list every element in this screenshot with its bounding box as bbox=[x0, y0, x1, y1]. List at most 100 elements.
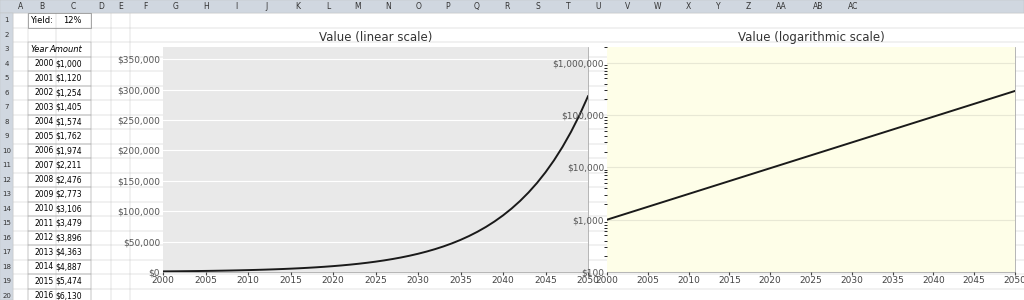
Text: 12%: 12% bbox=[63, 16, 82, 25]
Text: V: V bbox=[626, 2, 631, 11]
Text: $1,574: $1,574 bbox=[55, 117, 82, 126]
Text: $1,000: $1,000 bbox=[55, 59, 82, 68]
Text: 3: 3 bbox=[4, 46, 9, 52]
Text: L: L bbox=[326, 2, 330, 11]
Text: 9: 9 bbox=[4, 133, 9, 139]
Bar bbox=[607, 47, 1015, 272]
Text: $5,474: $5,474 bbox=[55, 277, 82, 286]
Text: 2015: 2015 bbox=[35, 277, 54, 286]
Text: 1: 1 bbox=[4, 17, 9, 23]
Text: $4,363: $4,363 bbox=[55, 248, 82, 257]
Bar bbox=[28, 129, 91, 143]
Bar bbox=[0, 0, 1024, 13]
Text: 10: 10 bbox=[2, 148, 11, 154]
Text: 15: 15 bbox=[2, 220, 11, 226]
Text: 19: 19 bbox=[2, 278, 11, 284]
Text: B: B bbox=[40, 2, 45, 11]
Text: 2010: 2010 bbox=[35, 204, 54, 213]
Text: AC: AC bbox=[848, 2, 859, 11]
Text: 2011: 2011 bbox=[35, 219, 54, 228]
Text: Yield:: Yield: bbox=[30, 16, 53, 25]
Text: 2007: 2007 bbox=[35, 161, 54, 170]
Text: $3,106: $3,106 bbox=[55, 204, 82, 213]
Text: 2012: 2012 bbox=[35, 233, 54, 242]
Text: C: C bbox=[71, 2, 76, 11]
Bar bbox=[28, 187, 91, 202]
Text: 2004: 2004 bbox=[35, 117, 54, 126]
Text: $1,974: $1,974 bbox=[55, 146, 82, 155]
Text: P: P bbox=[445, 2, 451, 11]
Bar bbox=[28, 158, 91, 172]
Text: 4: 4 bbox=[4, 61, 8, 67]
Bar bbox=[28, 216, 91, 230]
Bar bbox=[28, 230, 91, 245]
Text: F: F bbox=[142, 2, 147, 11]
Bar bbox=[28, 245, 91, 260]
Bar bbox=[28, 274, 91, 289]
Text: S: S bbox=[536, 2, 540, 11]
Text: 17: 17 bbox=[2, 249, 11, 255]
Text: 11: 11 bbox=[2, 162, 11, 168]
Bar bbox=[28, 100, 91, 115]
Text: Year: Year bbox=[30, 45, 48, 54]
Text: 2006: 2006 bbox=[35, 146, 54, 155]
Text: Amount: Amount bbox=[49, 45, 82, 54]
Text: $3,896: $3,896 bbox=[55, 233, 82, 242]
Text: T: T bbox=[565, 2, 570, 11]
Text: 14: 14 bbox=[2, 206, 11, 212]
Text: N: N bbox=[385, 2, 391, 11]
Bar bbox=[28, 143, 91, 158]
Text: 2009: 2009 bbox=[35, 190, 54, 199]
Text: 18: 18 bbox=[2, 264, 11, 270]
Text: 5: 5 bbox=[4, 75, 8, 81]
Text: K: K bbox=[295, 2, 300, 11]
Text: 12: 12 bbox=[2, 177, 11, 183]
Bar bbox=[28, 71, 91, 85]
Text: $2,211: $2,211 bbox=[55, 161, 82, 170]
Bar bbox=[28, 172, 91, 187]
Text: X: X bbox=[685, 2, 690, 11]
Text: I: I bbox=[236, 2, 238, 11]
Bar bbox=[0, 13, 13, 300]
Bar bbox=[28, 289, 91, 300]
Text: M: M bbox=[354, 2, 361, 11]
Bar bbox=[28, 115, 91, 129]
Text: G: G bbox=[173, 2, 178, 11]
Bar bbox=[28, 202, 91, 216]
Text: D: D bbox=[98, 2, 104, 11]
Bar bbox=[28, 85, 91, 100]
Text: $1,405: $1,405 bbox=[55, 103, 82, 112]
Text: $3,479: $3,479 bbox=[55, 219, 82, 228]
Text: 2013: 2013 bbox=[35, 248, 54, 257]
Text: J: J bbox=[266, 2, 268, 11]
Text: 2000: 2000 bbox=[35, 59, 54, 68]
Text: $1,254: $1,254 bbox=[55, 88, 82, 97]
Text: 2003: 2003 bbox=[35, 103, 54, 112]
Text: A: A bbox=[17, 2, 24, 11]
Text: O: O bbox=[416, 2, 422, 11]
Text: $1,762: $1,762 bbox=[55, 132, 82, 141]
Text: 2001: 2001 bbox=[35, 74, 54, 83]
Title: Value (linear scale): Value (linear scale) bbox=[318, 32, 432, 44]
Text: Q: Q bbox=[474, 2, 480, 11]
Bar bbox=[28, 13, 91, 28]
Text: Y: Y bbox=[716, 2, 720, 11]
Text: $1,120: $1,120 bbox=[55, 74, 82, 83]
Text: Z: Z bbox=[745, 2, 751, 11]
Bar bbox=[28, 56, 91, 71]
Text: 2008: 2008 bbox=[35, 175, 54, 184]
Text: $6,130: $6,130 bbox=[55, 291, 82, 300]
Text: 2005: 2005 bbox=[35, 132, 54, 141]
Text: 16: 16 bbox=[2, 235, 11, 241]
Bar bbox=[28, 260, 91, 274]
Text: W: W bbox=[654, 2, 662, 11]
Text: 2014: 2014 bbox=[35, 262, 54, 271]
Text: E: E bbox=[118, 2, 123, 11]
Bar bbox=[28, 42, 91, 56]
Text: AB: AB bbox=[813, 2, 823, 11]
Text: $2,773: $2,773 bbox=[55, 190, 82, 199]
Text: 8: 8 bbox=[4, 119, 9, 125]
Text: 6: 6 bbox=[4, 90, 9, 96]
Text: 2016: 2016 bbox=[35, 291, 54, 300]
Text: U: U bbox=[595, 2, 601, 11]
